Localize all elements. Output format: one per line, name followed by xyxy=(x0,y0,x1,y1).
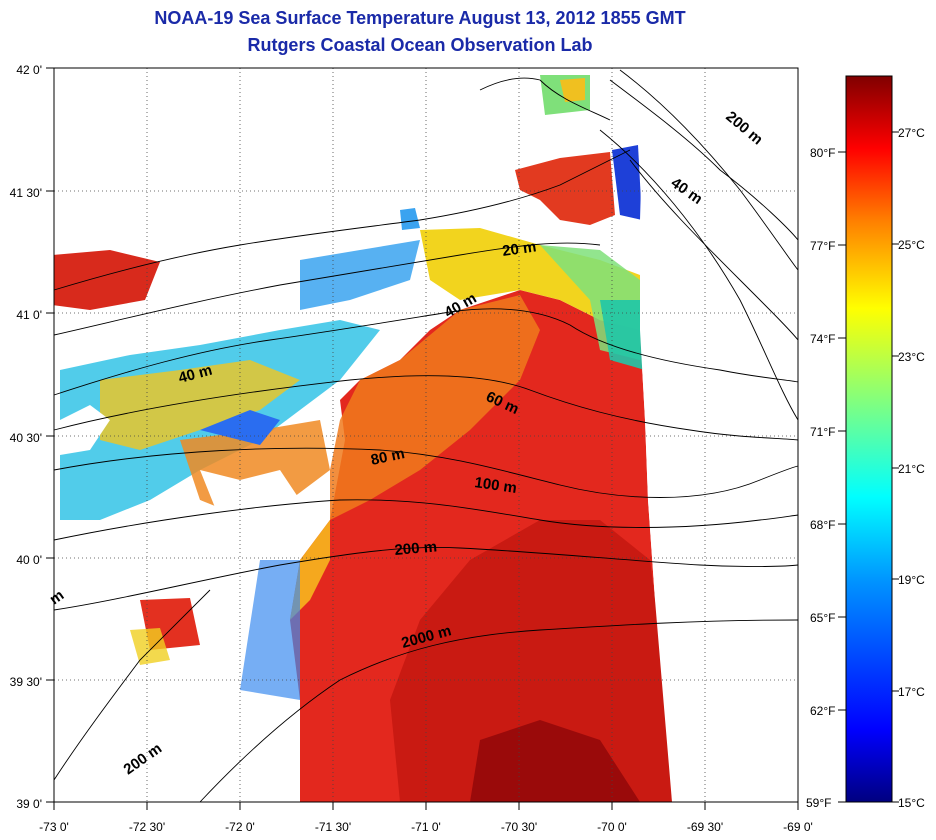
colorbar-f-label: 74°F xyxy=(810,332,835,346)
lat-tick-label: 39 30' xyxy=(10,675,42,689)
isobath-label: 100 m xyxy=(473,474,517,497)
isobath-label: 80 m xyxy=(369,445,406,469)
lat-tick-label: 42 0' xyxy=(16,63,42,77)
lat-tick-label: 41 0' xyxy=(16,308,42,322)
colorbar-c-label: 27°C xyxy=(898,126,925,140)
lon-tick-label: -70 30' xyxy=(501,820,537,834)
isobath-label: 200 m xyxy=(394,538,438,559)
lon-tick-label: -69 30' xyxy=(687,820,723,834)
lon-tick-label: -69 0' xyxy=(783,820,813,834)
lat-tick-label: 39 0' xyxy=(16,797,42,811)
lat-tick-label: 41 30' xyxy=(10,186,42,200)
colorbar-f-label: 68°F xyxy=(810,518,835,532)
colorbar-f-label: 62°F xyxy=(810,704,835,718)
colorbar-f-label: 71°F xyxy=(810,425,835,439)
lon-tick-label: -73 0' xyxy=(39,820,69,834)
graticule xyxy=(54,68,798,802)
sst-raster xyxy=(54,68,798,802)
lat-tick-label: 40 0' xyxy=(16,553,42,567)
axis-ticks xyxy=(46,67,799,810)
colorbar-f-label: 77°F xyxy=(810,239,835,253)
colorbar-c-label: 19°C xyxy=(898,573,925,587)
isobath-label: 20 m xyxy=(501,238,537,260)
colorbar-f-label: 80°F xyxy=(810,146,835,160)
lon-tick-label: -71 0' xyxy=(411,820,441,834)
colorbar-c-label: 21°C xyxy=(898,462,925,476)
colorbar-f-label: 59°F xyxy=(806,796,831,810)
colorbar-c-label: 23°C xyxy=(898,350,925,364)
lon-tick-label: -72 30' xyxy=(129,820,165,834)
lon-tick-label: -70 0' xyxy=(597,820,627,834)
lat-tick-label: 40 30' xyxy=(10,431,42,445)
lon-tick-label: -71 30' xyxy=(315,820,351,834)
colorbar-c-label: 17°C xyxy=(898,685,925,699)
colorbar xyxy=(845,75,893,803)
longitude-labels: -73 0' -72 30' -72 0' -71 30' -71 0' -70… xyxy=(39,820,813,834)
latitude-labels: 42 0' 41 30' 41 0' 40 30' 40 0' 39 30' 3… xyxy=(10,63,42,811)
colorbar-c-labels: 27°C 25°C 23°C 21°C 19°C 17°C 15°C xyxy=(898,126,925,810)
colorbar-c-label: 15°C xyxy=(898,796,925,810)
colorbar-ticks xyxy=(838,131,899,803)
colorbar-f-label: 65°F xyxy=(810,611,835,625)
map-title: NOAA-19 Sea Surface Temperature August 1… xyxy=(154,8,686,28)
bathymetry-contours xyxy=(53,69,799,803)
colorbar-f-labels: 80°F 77°F 74°F 71°F 68°F 65°F 62°F 59°F xyxy=(806,146,835,810)
lon-tick-label: -72 0' xyxy=(225,820,255,834)
colorbar-c-label: 25°C xyxy=(898,238,925,252)
map-subtitle: Rutgers Coastal Ocean Observation Lab xyxy=(247,35,593,55)
